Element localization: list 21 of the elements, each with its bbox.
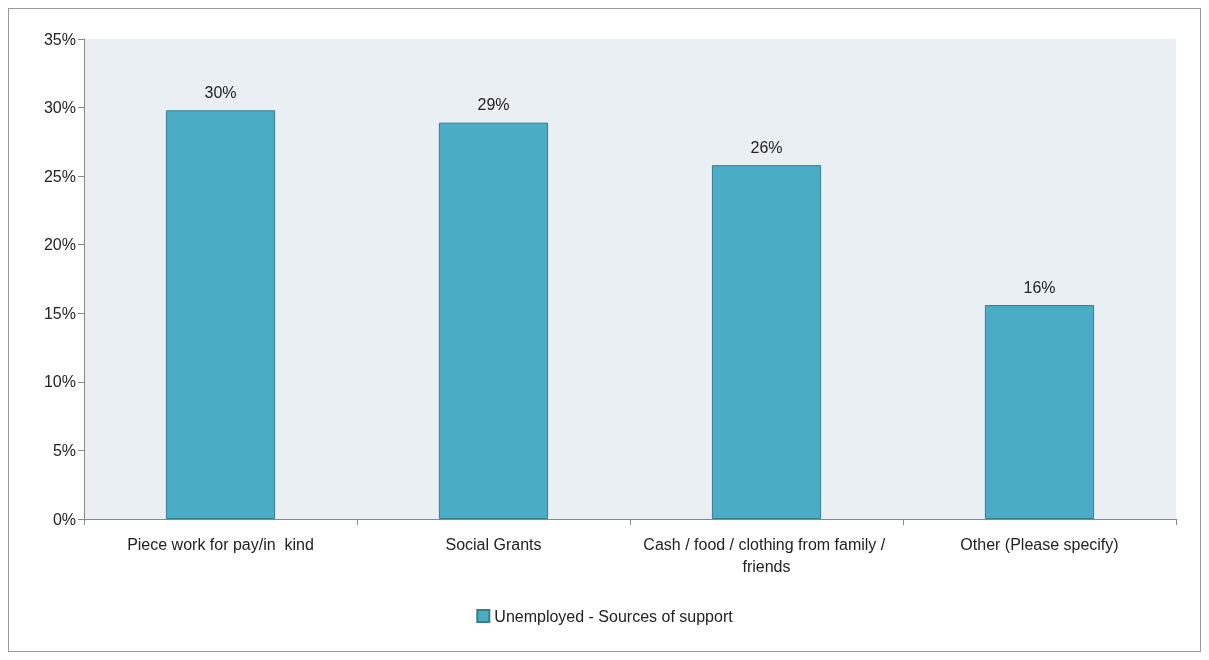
- data-label: 29%: [477, 96, 510, 114]
- data-label: 30%: [204, 83, 237, 101]
- bar: [984, 305, 1095, 519]
- y-tick-label: 5%: [52, 441, 76, 459]
- data-label: 26%: [750, 138, 783, 156]
- bar: [438, 122, 549, 519]
- bar: [711, 165, 822, 519]
- y-tick-label: 25%: [43, 167, 76, 185]
- legend-label: Unemployed - Sources of support: [494, 607, 734, 625]
- bar: [165, 110, 276, 519]
- y-tick-label: 30%: [43, 99, 76, 117]
- x-tick-label: Social Grants: [445, 535, 542, 553]
- x-tick-label: Other (Please specify): [960, 535, 1119, 553]
- y-tick-label: 20%: [43, 236, 76, 254]
- data-label: 16%: [1023, 278, 1056, 296]
- y-tick-label: 10%: [43, 373, 76, 391]
- y-tick-label: 0%: [52, 510, 76, 528]
- x-tick-label: Cash / food / clothing from family / friends: [643, 535, 890, 575]
- y-tick-label: 15%: [43, 304, 76, 322]
- x-tick-label: Piece work for pay/in kind: [127, 535, 314, 553]
- y-tick-label: 35%: [43, 30, 76, 48]
